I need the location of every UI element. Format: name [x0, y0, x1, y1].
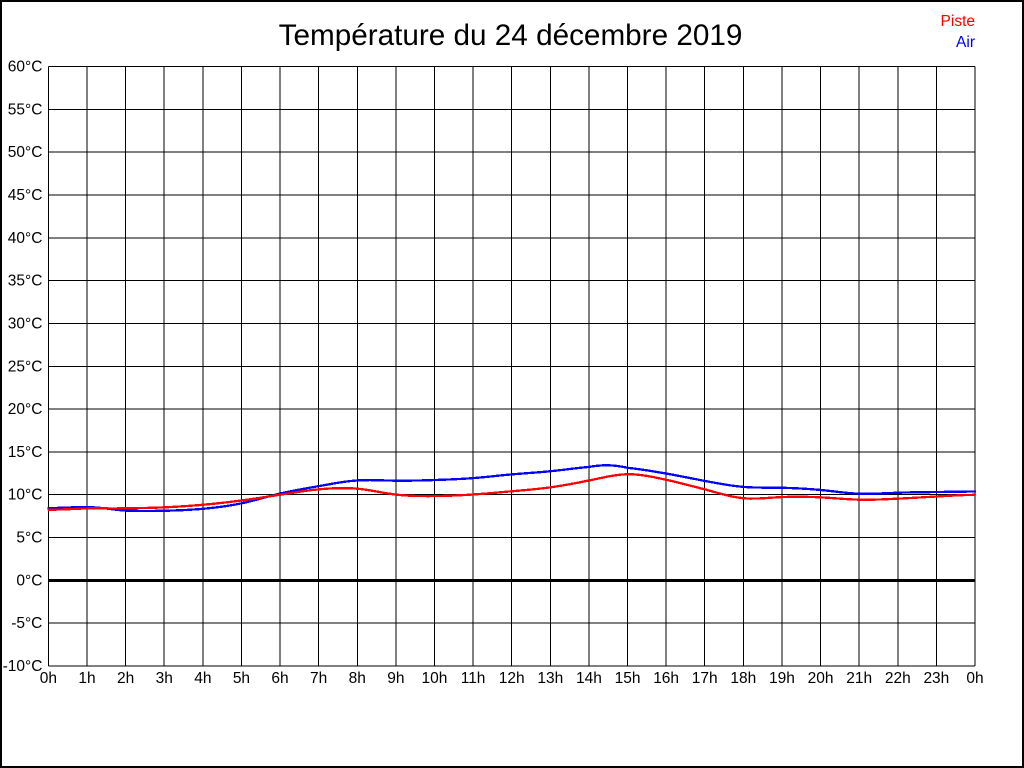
svg-text:55°C: 55°C — [8, 101, 43, 118]
svg-text:Piste: Piste — [941, 13, 975, 30]
svg-text:6h: 6h — [271, 670, 288, 687]
svg-text:17h: 17h — [692, 670, 718, 687]
svg-text:2h: 2h — [117, 670, 134, 687]
svg-text:1h: 1h — [78, 670, 95, 687]
svg-text:40°C: 40°C — [8, 230, 43, 247]
svg-text:0h: 0h — [40, 670, 57, 687]
svg-text:8h: 8h — [349, 670, 366, 687]
svg-text:11h: 11h — [461, 670, 486, 687]
svg-text:13h: 13h — [537, 670, 563, 687]
svg-text:12h: 12h — [499, 670, 525, 687]
svg-text:20h: 20h — [808, 670, 834, 687]
svg-text:10h: 10h — [422, 670, 448, 687]
svg-text:14h: 14h — [576, 670, 602, 687]
svg-text:15°C: 15°C — [8, 444, 43, 461]
svg-text:3h: 3h — [156, 670, 173, 687]
svg-text:10°C: 10°C — [8, 487, 43, 504]
svg-text:Température du 24 décembre 201: Température du 24 décembre 2019 — [279, 19, 743, 52]
svg-text:0h: 0h — [966, 670, 983, 687]
svg-text:7h: 7h — [310, 670, 327, 687]
svg-text:5°C: 5°C — [16, 530, 42, 547]
svg-text:21h: 21h — [846, 670, 872, 687]
svg-text:-5°C: -5°C — [11, 615, 42, 632]
svg-text:15h: 15h — [615, 670, 641, 687]
svg-text:60°C: 60°C — [8, 59, 43, 76]
svg-text:19h: 19h — [769, 670, 795, 687]
svg-text:18h: 18h — [730, 670, 756, 687]
svg-text:Air: Air — [956, 34, 975, 51]
svg-text:20°C: 20°C — [8, 401, 43, 418]
svg-text:9h: 9h — [387, 670, 404, 687]
svg-text:30°C: 30°C — [8, 315, 43, 332]
svg-text:5h: 5h — [233, 670, 250, 687]
svg-text:23h: 23h — [923, 670, 949, 687]
svg-text:45°C: 45°C — [8, 187, 43, 204]
svg-text:22h: 22h — [885, 670, 911, 687]
svg-text:25°C: 25°C — [8, 358, 43, 375]
svg-text:-10°C: -10°C — [3, 658, 43, 675]
svg-text:0°C: 0°C — [16, 572, 42, 589]
svg-text:16h: 16h — [653, 670, 679, 687]
svg-text:35°C: 35°C — [8, 273, 43, 290]
svg-text:4h: 4h — [194, 670, 211, 687]
svg-text:50°C: 50°C — [8, 144, 43, 161]
